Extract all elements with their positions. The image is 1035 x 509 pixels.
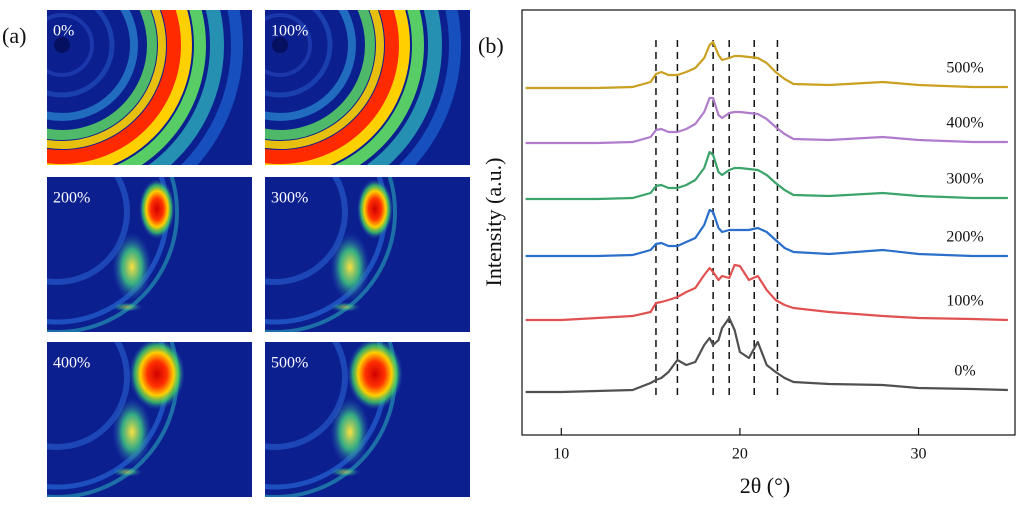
image-label: 400% (53, 355, 90, 372)
ring (116, 10, 206, 165)
ring (47, 177, 179, 332)
series-line (525, 208, 1008, 258)
series-label: 100% (946, 293, 983, 310)
y-axis-label: Intensity (a.u.) (481, 158, 506, 287)
ring (47, 10, 138, 121)
spot (329, 302, 361, 312)
ring (265, 10, 399, 164)
ring (265, 13, 312, 77)
spot (112, 232, 152, 302)
x-tick-label: 20 (732, 446, 748, 463)
panel-label: (a) (2, 23, 26, 48)
ring (265, 10, 384, 149)
spot (111, 467, 143, 477)
ring (265, 10, 375, 140)
series-line (525, 96, 1008, 145)
ring (366, 10, 442, 165)
ring (148, 10, 224, 165)
beam-stop (272, 37, 288, 53)
series-line (525, 263, 1008, 322)
ring (47, 10, 115, 98)
diffraction-image (47, 342, 252, 497)
spot (330, 232, 370, 302)
spot (330, 397, 370, 467)
series-label: 400% (946, 115, 983, 132)
x-tick-label: 10 (553, 446, 569, 463)
image-label: 0% (53, 23, 74, 40)
series-line (525, 40, 1008, 90)
series-label: 300% (946, 171, 983, 188)
ring (265, 177, 348, 285)
ring (47, 10, 192, 165)
series-label: 200% (946, 229, 983, 246)
ring (265, 177, 397, 332)
series-line (525, 150, 1008, 201)
image-label: 500% (271, 355, 308, 372)
ring (265, 10, 356, 121)
ring (47, 10, 166, 149)
series-label: 500% (946, 60, 983, 77)
ring (180, 10, 243, 165)
ring (47, 177, 130, 285)
spot (112, 397, 152, 467)
spot (329, 467, 361, 477)
diffraction-image (47, 177, 252, 332)
plot-frame (521, 9, 1016, 436)
ring (47, 342, 130, 450)
panel-label: (b) (478, 33, 504, 58)
ring (265, 10, 333, 98)
reflection (139, 179, 175, 239)
ring (265, 342, 348, 450)
ring (47, 10, 157, 140)
beam-stop (54, 37, 70, 53)
reflection (347, 342, 403, 410)
ring (334, 10, 424, 165)
diffraction-image (265, 177, 470, 332)
ring (47, 10, 181, 164)
reflection (357, 179, 393, 239)
image-label: 100% (271, 23, 308, 40)
diffraction-image (265, 342, 470, 497)
image-label: 300% (271, 190, 308, 207)
ring (265, 10, 410, 165)
diffraction-image (265, 10, 470, 165)
ring (47, 13, 94, 77)
x-axis-label: 2θ (°) (740, 473, 791, 498)
ring (398, 10, 461, 165)
reflection (129, 342, 185, 410)
spot (111, 302, 143, 312)
series-line (525, 316, 1008, 394)
x-tick-label: 30 (911, 446, 927, 463)
diffraction-image (47, 10, 252, 165)
image-label: 200% (53, 190, 90, 207)
series-label: 0% (954, 363, 975, 380)
